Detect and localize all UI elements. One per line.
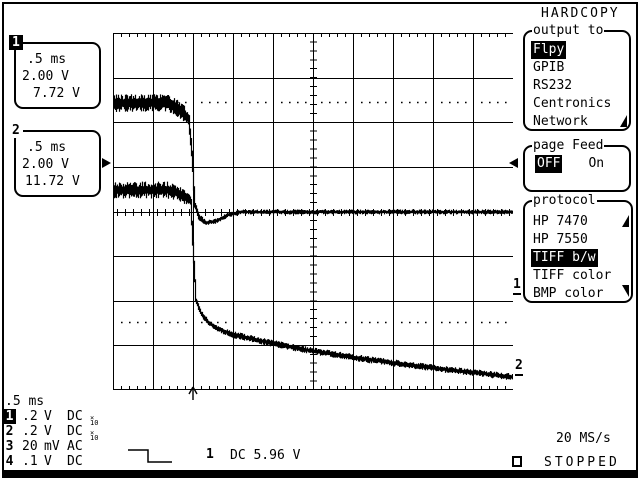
menu-item-off[interactable]: OFF xyxy=(535,155,563,173)
trigger-level-right-arrow-icon xyxy=(509,158,518,168)
channel-2-badge: 2 xyxy=(5,424,14,439)
probe-x10-indicator: × 10 xyxy=(90,414,99,427)
probe-x10-indicator: × 10 xyxy=(90,429,99,442)
menu-item-flpy[interactable]: Flpy xyxy=(531,41,567,59)
menu-output-to-label: output to xyxy=(532,23,605,38)
readout-ch2-value: 11.72 V xyxy=(25,174,80,189)
menu-item-tiff-color[interactable]: TIFF color xyxy=(533,268,612,283)
menu-item-centronics[interactable]: Centronics xyxy=(533,96,612,111)
menu-item-rs232[interactable]: RS232 xyxy=(533,78,573,93)
graticule xyxy=(113,33,513,390)
readout-ch1-value: 7.72 V xyxy=(33,86,80,101)
channel-1-position-marker: 1 xyxy=(513,278,521,295)
readout-ch1-scale: 2.00 V xyxy=(22,69,69,84)
readout-ch2-scale: 2.00 V xyxy=(22,157,69,172)
channel-1-badge: 1 xyxy=(9,35,23,50)
menu-item-bmp-color[interactable]: BMP color xyxy=(533,286,604,301)
acquisition-status: STOPPED xyxy=(544,455,620,470)
page-title: HARDCOPY xyxy=(541,6,620,21)
waveform-ch2 xyxy=(113,181,513,380)
menu-item-hp-7550[interactable]: HP 7550 xyxy=(533,232,588,247)
readout-ch2-timebase: .5 ms xyxy=(27,140,67,155)
sample-rate: 20 MS/s xyxy=(556,431,611,446)
menu-item-network[interactable]: Network xyxy=(533,114,588,129)
waveform-ch1 xyxy=(113,94,513,225)
stop-square-icon xyxy=(512,456,522,467)
menu-page-feed-label: page Feed xyxy=(532,138,605,153)
channel-4-scale-row: 4.1 V DC xyxy=(3,454,98,469)
trigger-source: 1 xyxy=(206,447,214,462)
menu-item-tiff-b-w[interactable]: TIFF b/w xyxy=(531,249,598,267)
channel-1-badge: 1 xyxy=(3,409,16,424)
channel-scale-list: 1.2 V DC × 10 2.2 V DC × 10 3 20 mV AC 4.1 V DC xyxy=(3,409,98,469)
trigger-position-arrow-icon xyxy=(188,386,198,400)
trigger-readout: DC 5.96 V xyxy=(230,448,301,463)
channel-4-badge: 4 xyxy=(5,454,14,469)
menu-output-to: output to Flpy GPIB RS232 Centronics Network xyxy=(523,24,631,131)
channel-3-scale-row: 3 20 mV AC xyxy=(3,439,98,454)
more-below-icon xyxy=(620,115,627,127)
menu-item-hp-7470[interactable]: HP 7470 xyxy=(533,214,588,229)
timebase-readout: .5 ms xyxy=(5,394,45,409)
channel-1-scale-row: 1.2 V DC × 10 xyxy=(3,409,99,427)
menu-item-gpib[interactable]: GPIB xyxy=(533,60,565,75)
menu-item-on[interactable]: On xyxy=(588,156,605,171)
falling-edge-trigger-icon xyxy=(128,449,172,463)
readout-box-ch1: 1 .5 ms 2.00 V 7.72 V xyxy=(9,35,101,109)
bottom-divider xyxy=(2,470,638,476)
menu-protocol-label: protocol xyxy=(532,193,597,208)
channel-2-badge: 2 xyxy=(9,123,23,138)
channel-2-scale-row: 2.2 V DC × 10 xyxy=(3,424,99,442)
menu-page-feed: page Feed OFF On xyxy=(523,139,631,192)
more-above-icon xyxy=(622,215,629,227)
readout-box-ch2: 2 .5 ms 2.00 V 11.72 V xyxy=(9,123,101,197)
channel-2-position-marker: 2 xyxy=(515,359,523,376)
readout-ch1-timebase: .5 ms xyxy=(27,52,67,67)
more-below-icon xyxy=(622,285,629,297)
channel-3-badge: 3 xyxy=(5,439,14,454)
trigger-level-left-arrow-icon xyxy=(102,158,111,168)
menu-protocol: protocol HP 7470 HP 7550 TIFF b/w TIFF colo… xyxy=(523,194,633,303)
